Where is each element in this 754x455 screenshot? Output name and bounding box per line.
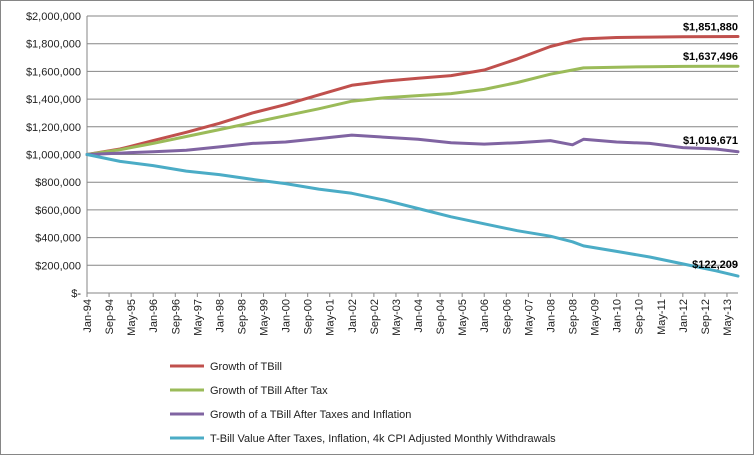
end-labels: $1,851,880 $1,637,496 $1,019,671 $122,209 [683,22,738,272]
x-tick-label: May-99 [259,299,271,336]
x-tick-label: Sep-06 [501,299,513,334]
x-tick-label: May-03 [391,299,403,336]
x-tick-label: May-97 [192,299,204,336]
x-tick-label: May-09 [590,299,602,336]
legend: Growth of TBill Growth of TBill After Tax… [170,361,556,445]
series-line [85,35,740,156]
axes: $2,000,000 $1,800,000 $1,600,000 $1,400,000… [26,11,738,336]
y-tick-label: $1,600,000 [26,66,81,78]
y-tick-label: $- [71,288,81,300]
x-tick-label: Sep-98 [236,299,248,334]
x-tick-label: Sep-02 [369,299,381,334]
legend-label: T-Bill Value After Taxes, Inflation, 4k … [210,433,556,445]
x-tick-label: Jan-98 [214,299,226,333]
series-end-label: $122,209 [692,259,738,271]
legend-label: Growth of TBill After Tax [210,385,328,397]
x-tick-label: Sep-10 [634,299,646,334]
x-tick-label: May-13 [722,299,734,336]
legend-label: Growth of TBill [210,361,282,373]
x-tick-label: Jan-12 [678,299,690,333]
series-lines [85,35,740,278]
gridlines [87,15,738,294]
series-line [85,64,740,156]
x-tick-label: Sep-94 [104,299,116,334]
x-tick-label: Sep-96 [170,299,182,334]
x-tick-label: Jan-02 [347,299,359,333]
y-tick-label: $1,400,000 [26,94,81,106]
series-end-label: $1,851,880 [683,22,738,34]
x-tick-label: Sep-12 [700,299,712,334]
series-end-label: $1,019,671 [683,135,738,147]
y-tick-label: $200,000 [35,260,81,272]
x-tick-label: May-11 [656,299,668,335]
x-tick-label: Jan-10 [612,299,624,333]
y-tick-label: $800,000 [35,177,81,189]
x-tick-label: May-95 [126,299,138,336]
x-tick-label: Sep-00 [303,299,315,334]
y-tick-label: $2,000,000 [26,11,81,23]
x-tick-label: Sep-04 [435,299,447,334]
y-tick-label: $1,800,000 [26,39,81,51]
x-tick-label: Jan-08 [545,299,557,333]
x-tick-label: Jan-06 [479,299,491,333]
x-tick-label: Jan-04 [413,299,425,333]
x-tick-label: Jan-00 [281,299,293,333]
x-tick-label: May-07 [523,299,535,336]
x-tick-label: May-05 [457,299,469,336]
y-tick-label: $400,000 [35,233,81,245]
x-tick-label: Jan-94 [82,299,94,333]
y-tick-label: $1,000,000 [26,150,81,162]
y-tick-label: $1,200,000 [26,122,81,134]
x-tick-label: Jan-96 [148,299,160,333]
x-tick-label: May-01 [325,299,337,336]
series-end-label: $1,637,496 [683,51,738,63]
legend-label: Growth of a TBill After Taxes and Inflat… [210,409,411,421]
x-tick-label: Sep-08 [567,299,579,334]
series-line [85,133,740,156]
series-line [85,153,740,278]
y-tick-label: $600,000 [35,205,81,217]
